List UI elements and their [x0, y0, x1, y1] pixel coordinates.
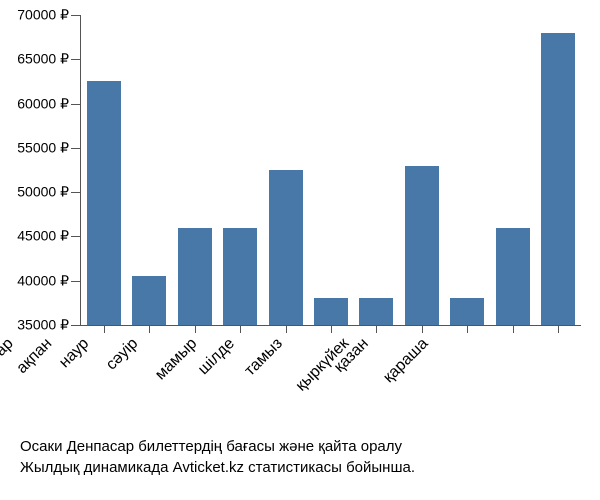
y-tick [71, 148, 81, 149]
bar [496, 228, 530, 325]
y-tick [71, 15, 81, 16]
bar [405, 166, 439, 325]
x-axis-label: ақпан [13, 335, 56, 378]
bar [541, 33, 575, 325]
y-tick [71, 59, 81, 60]
caption-line-2: Жылдық динамикада Avticket.kz статистика… [20, 457, 580, 478]
bar [314, 298, 348, 325]
bar [178, 228, 212, 325]
y-tick-label: 50000 ₽ [17, 184, 69, 201]
bar [132, 276, 166, 325]
bar [450, 298, 484, 325]
x-tick [195, 325, 196, 333]
plot-area: 35000 ₽40000 ₽45000 ₽50000 ₽55000 ₽60000… [80, 15, 581, 326]
bar [223, 228, 257, 325]
x-axis-label: қараша [381, 335, 433, 387]
y-tick-label: 35000 ₽ [17, 317, 69, 334]
x-tick [422, 325, 423, 333]
y-tick-label: 45000 ₽ [17, 228, 69, 245]
x-tick [240, 325, 241, 333]
x-tick [149, 325, 150, 333]
caption-line-1: Осаки Денпасар билеттердің бағасы және қ… [20, 436, 580, 457]
bar [269, 170, 303, 325]
chart-container: 35000 ₽ 40000 ₽ 45000 ₽ 50000 ₽ 55000 ₽ 60000… [0, 0, 600, 500]
x-axis-label: сәуір [102, 335, 141, 374]
x-tick [467, 325, 468, 333]
x-axis-label: тамыз [241, 335, 286, 380]
y-tick [71, 104, 81, 105]
bar [87, 81, 121, 325]
y-tick-label: 60000 ₽ [17, 95, 69, 112]
y-tick [71, 192, 81, 193]
bar [359, 298, 393, 325]
x-tick [331, 325, 332, 333]
y-tick-label: 55000 ₽ [17, 139, 69, 156]
x-axis-label: қаңтар [0, 335, 18, 383]
y-tick [71, 281, 81, 282]
x-axis-label: мамыр [152, 335, 201, 384]
x-tick [286, 325, 287, 333]
x-tick [104, 325, 105, 333]
x-tick [558, 325, 559, 333]
y-tick [71, 325, 81, 326]
x-axis-label: наур [56, 335, 93, 372]
x-axis-label: шілде [195, 335, 239, 379]
x-tick [513, 325, 514, 333]
x-tick [376, 325, 377, 333]
y-tick-label: 65000 ₽ [17, 51, 69, 68]
y-tick-label: 70000 ₽ [17, 7, 69, 24]
chart-caption: Осаки Денпасар билеттердің бағасы және қ… [20, 436, 580, 478]
bars-layer [81, 15, 581, 325]
y-tick [71, 236, 81, 237]
y-tick-label: 40000 ₽ [17, 272, 69, 289]
